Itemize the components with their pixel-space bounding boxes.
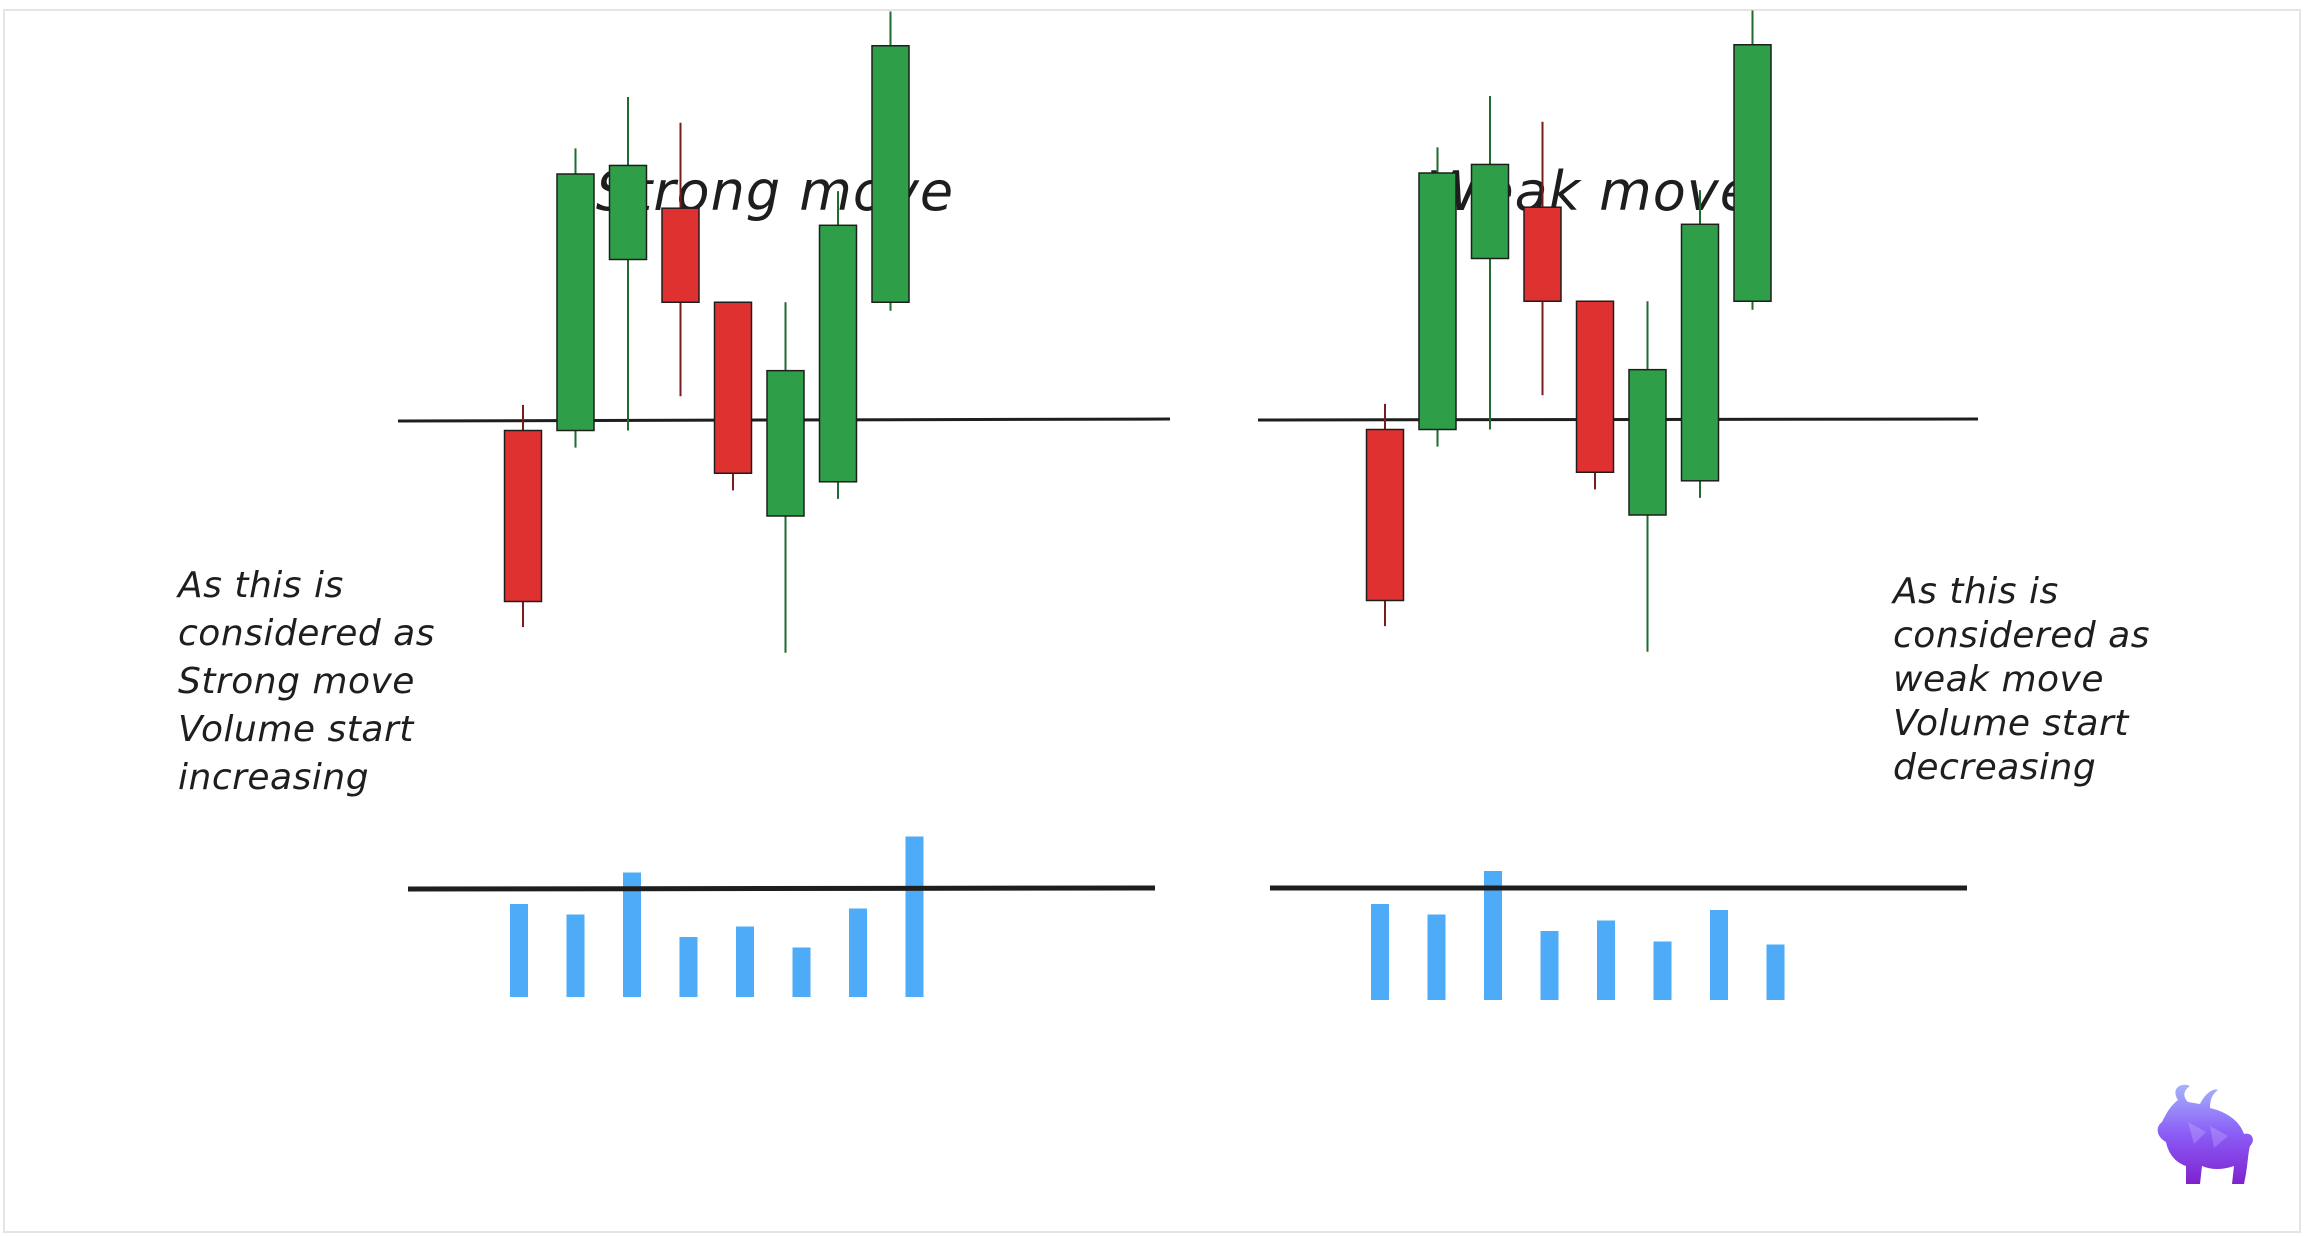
bullish-candle-body: [871, 45, 910, 303]
bullish-candle-body: [766, 369, 805, 517]
strong-note-line-1: As this is: [176, 565, 344, 606]
bullish-candle-body: [818, 224, 858, 483]
strong-volume-bar: [679, 937, 698, 997]
strong-volume-bar: [736, 926, 754, 997]
strong-candle: [556, 148, 595, 448]
bearish-candle-body: [1523, 206, 1562, 302]
bullish-candle-body: [1418, 172, 1457, 431]
strong-move-panel: Strong move As this is considered as Str…: [176, 11, 1171, 997]
weak-volume-bar: [1371, 904, 1389, 1000]
weak-volume-bar: [1710, 910, 1728, 1000]
weak-candle: [1470, 96, 1510, 430]
bearish-candle-body: [1365, 428, 1405, 602]
bearish-candle-body: [713, 301, 753, 474]
strong-volume-bar: [623, 872, 641, 997]
weak-candle: [1523, 121, 1562, 396]
strong-candle: [608, 97, 648, 431]
weak-note-line-1: As this is: [1891, 571, 2059, 612]
strong-candle: [871, 11, 910, 311]
weak-move-panel: Weak move As this is considered as weak …: [1257, 10, 2150, 1000]
canvas-frame: [3, 9, 2301, 1233]
bearish-candle-body: [1575, 300, 1615, 473]
strong-candles: [503, 11, 910, 653]
weak-volume-bars: [1371, 871, 1785, 1000]
strong-candle: [661, 122, 700, 397]
weak-candle: [1365, 403, 1405, 627]
bullish-candle-body: [608, 164, 648, 261]
strong-volume-bar: [566, 914, 585, 997]
strong-note-line-2: considered as: [178, 613, 435, 654]
strong-candle: [766, 302, 805, 653]
bullish-candle-body: [1470, 163, 1510, 260]
weak-volume-bar: [1540, 931, 1559, 1000]
strong-note-line-4: Volume start: [178, 709, 415, 750]
strong-candle: [818, 191, 858, 499]
weak-candle: [1418, 147, 1457, 447]
strong-note-line-3: Strong move: [178, 661, 415, 702]
weak-volume-bar: [1597, 920, 1615, 1000]
weak-volume-bar: [1766, 944, 1785, 1000]
strong-candle: [503, 404, 543, 628]
weak-note-line-4: Volume start: [1893, 703, 2130, 744]
weak-note-line-3: weak move: [1893, 659, 2104, 700]
bullish-candle-body: [556, 173, 595, 432]
bullish-candle-body: [1680, 223, 1720, 482]
weak-candle: [1733, 10, 1772, 310]
strong-volume-level-line: [407, 885, 1156, 892]
strong-volume-bar: [792, 947, 811, 997]
weak-note-line-2: considered as: [1893, 615, 2150, 656]
weak-candle: [1680, 190, 1720, 498]
weak-note-line-5: decreasing: [1893, 747, 2096, 788]
bearish-candle-body: [503, 429, 543, 603]
strong-candle: [713, 301, 753, 491]
weak-volume-bar: [1484, 871, 1502, 1000]
bullish-candle-body: [1628, 368, 1667, 516]
strong-note-line-5: increasing: [178, 757, 369, 798]
weak-candles: [1365, 10, 1772, 652]
strong-volume-bar: [849, 908, 867, 997]
weak-volume-bar: [1427, 914, 1446, 1000]
weak-resistance-line: [1257, 417, 1979, 422]
bull-logo-icon: [2157, 1084, 2253, 1184]
bearish-candle-body: [661, 207, 700, 303]
weak-candle: [1628, 301, 1667, 652]
weak-volume-bar: [1653, 941, 1672, 1000]
bull-facets: [2188, 1122, 2228, 1148]
bullish-candle-body: [1733, 44, 1772, 302]
weak-candle: [1575, 300, 1615, 490]
bull-silhouette: [2157, 1084, 2253, 1184]
strong-volume-bar: [510, 904, 528, 997]
strong-volume-bars: [510, 836, 924, 997]
strong-volume-bar: [905, 836, 924, 997]
